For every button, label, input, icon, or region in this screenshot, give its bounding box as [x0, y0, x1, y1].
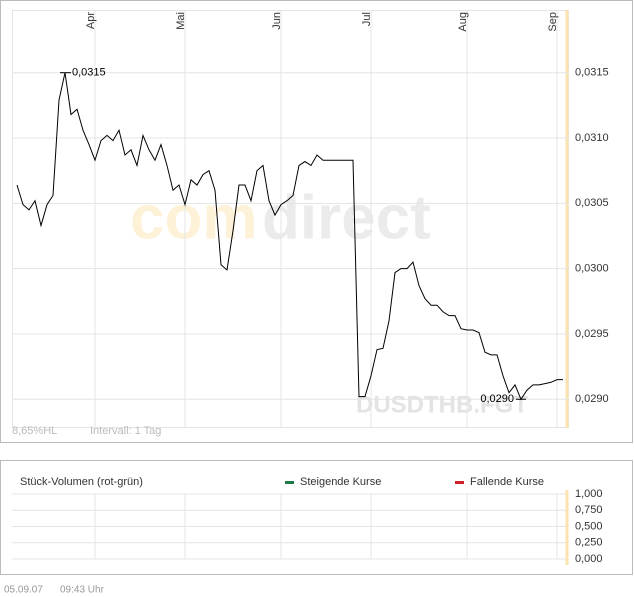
watermark-direct: direct: [262, 183, 431, 252]
price-line: [16, 72, 563, 401]
annotation-label: 0,0290: [480, 393, 514, 405]
x-tick-label: Aug: [457, 12, 469, 32]
volume-title: Stück-Volumen (rot-grün): [20, 476, 143, 488]
symbol-watermark: DUSDTHB.FGT: [356, 391, 528, 418]
volume-panel: [0, 460, 633, 575]
footer-time: 09:43 Uhr: [60, 585, 105, 596]
range-note: 8,65%HL: [12, 425, 57, 437]
y-tick-label: 0,0305: [575, 197, 609, 209]
y-tick-label: 0,750: [575, 504, 603, 516]
y-tick-label: 0,0290: [575, 393, 609, 405]
footer-date: 05.09.07: [4, 585, 43, 596]
x-tick-label: Sep: [547, 12, 559, 32]
y-tick-label: 0,250: [575, 537, 603, 549]
interval: Intervall: 1 Tag: [90, 425, 161, 437]
x-tick-label: Apr: [85, 12, 97, 29]
y-tick-label: 0,0315: [575, 67, 609, 79]
annotation-label: 0,0315: [72, 67, 106, 79]
y-tick-label: 1,000: [575, 488, 603, 500]
x-tick-label: Jun: [271, 12, 283, 30]
y-tick-label: 0,000: [575, 553, 603, 565]
watermark-com: com: [130, 183, 257, 252]
y-tick-label: 0,0300: [575, 263, 609, 275]
legend-swatch: [285, 481, 294, 484]
x-tick-label: Mai: [175, 12, 187, 30]
legend-label: Fallende Kurse: [470, 476, 544, 488]
legend-swatch: [455, 481, 464, 484]
legend-label: Steigende Kurse: [300, 476, 381, 488]
y-tick-label: 0,0295: [575, 328, 609, 340]
y-tick-label: 0,500: [575, 520, 603, 532]
y-tick-label: 0,0310: [575, 132, 609, 144]
price-panel: [0, 0, 633, 443]
x-tick-label: Jul: [361, 12, 373, 26]
